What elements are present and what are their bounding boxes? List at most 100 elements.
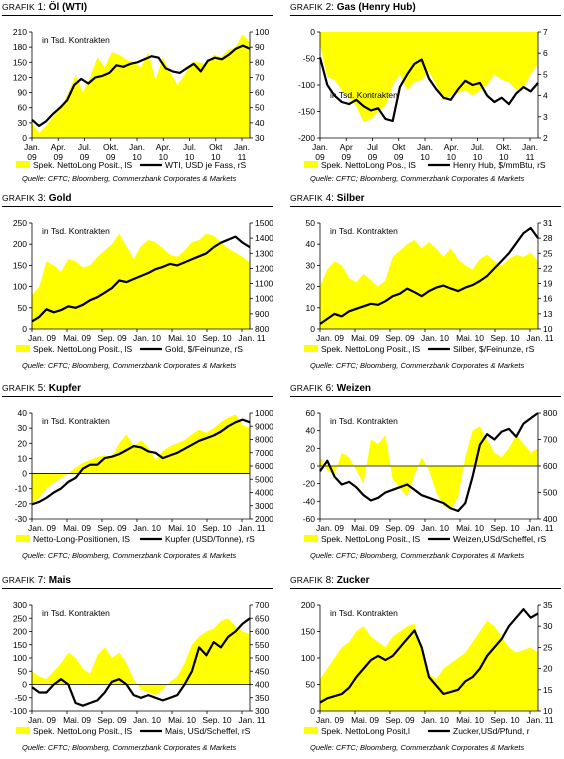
- chart-name: Kupfer: [48, 383, 81, 394]
- legend-area-label: Spek. NettoLong Pos., lS: [321, 160, 416, 170]
- units-label: in Tsd. Kontrakten: [330, 90, 398, 100]
- x-tick-label: Mai. 10: [168, 333, 196, 343]
- price-line: [319, 608, 539, 704]
- x-tick-label: Jan. 09: [316, 523, 344, 533]
- price-line: [318, 57, 539, 123]
- title-rule: [2, 15, 273, 16]
- left-tick-label: 50: [18, 303, 28, 313]
- x-tick-label: Mai. 10: [456, 333, 484, 343]
- right-tick-label: 90: [255, 42, 265, 52]
- right-tick-label: 9000: [255, 421, 273, 431]
- x-tick-label: 10: [447, 152, 457, 162]
- left-tick-label: 0: [22, 133, 27, 143]
- title-rule: [290, 15, 561, 16]
- right-tick-label: 7: [543, 27, 548, 37]
- source-note: Quelle: CFTC; Bloomberg, Commerzbank Cor…: [310, 551, 525, 560]
- left-tick-label: -30: [15, 514, 28, 524]
- chart-title-prefix: GRAFIK: [290, 575, 323, 585]
- chart-panel-1: GRAFIK 1: Öl (WTI) 0 30 60 90 120 150 180 210 30 4…: [2, 2, 273, 186]
- x-tick-label: Sep. 09: [97, 715, 127, 725]
- x-tick-label: Jan.: [522, 142, 538, 152]
- chart-name: Silber: [336, 193, 365, 204]
- x-tick-label: Sep. 10: [202, 333, 232, 343]
- net-long-area: [32, 233, 250, 329]
- net-long-area: [32, 618, 250, 696]
- left-tick-label: -40: [303, 496, 316, 506]
- right-tick-label: 25: [543, 248, 553, 258]
- x-tick-label: Sep. 10: [490, 523, 520, 533]
- legend-area-swatch: [304, 535, 318, 542]
- left-tick-label: 0: [310, 324, 315, 334]
- price-line: [319, 412, 539, 513]
- legend-line-label: Kupfer (USD/Tonne), rS: [165, 534, 255, 544]
- right-tick-label: 500: [255, 653, 269, 663]
- x-tick-label: Sep. 10: [202, 715, 232, 725]
- x-tick-label: 10: [499, 152, 509, 162]
- right-tick-label: 1400: [255, 233, 273, 243]
- title-rule: [2, 396, 273, 397]
- left-tick-label: 50: [306, 680, 316, 690]
- chart-number: 6:: [322, 383, 337, 394]
- source-note: Quelle: CFTC; Bloomberg, Commerzbank Cor…: [22, 551, 237, 560]
- right-tick-label: 100: [255, 27, 269, 37]
- chart-title: GRAFIK 3: Gold: [2, 193, 72, 204]
- left-tick-label: -20: [15, 499, 28, 509]
- x-tick-label: 09: [315, 152, 325, 162]
- right-tick-label: 19: [543, 279, 553, 289]
- left-tick-label: 40: [18, 408, 28, 418]
- chart-name: Öl (WTI): [48, 2, 88, 13]
- left-tick-label: 0: [310, 27, 315, 37]
- net-long-area: [320, 240, 538, 329]
- x-tick-label: Jan. 09: [28, 523, 56, 533]
- x-tick-label: Jan. 09: [316, 333, 344, 343]
- x-tick-label: 11: [526, 152, 535, 162]
- source-note: Quelle: CFTC; Bloomberg, Commerzbank Cor…: [310, 743, 525, 752]
- right-tick-label: 6000: [255, 461, 273, 471]
- x-tick-label: Jan.: [417, 142, 433, 152]
- left-tick-label: 200: [301, 600, 315, 610]
- x-tick-label: Mai. 09: [63, 333, 91, 343]
- x-tick-label: Jan. 11: [526, 523, 554, 533]
- chart-title: GRAFIK 6: Weizen: [290, 383, 371, 394]
- source-note: Quelle: CFTC; Bloomberg, Commerzbank Cor…: [310, 174, 525, 183]
- x-tick-label: Sep. 09: [97, 333, 127, 343]
- units-label: in Tsd. Kontrakten: [330, 226, 398, 236]
- left-tick-label: 90: [18, 88, 28, 98]
- price-line: [31, 617, 251, 707]
- chart-title-prefix: GRAFIK: [2, 2, 35, 12]
- x-tick-label: Mai. 09: [351, 333, 379, 343]
- right-tick-label: 20: [543, 664, 553, 674]
- x-tick-label: Jan. 11: [238, 333, 266, 343]
- right-tick-label: 600: [543, 461, 557, 471]
- legend-area-label: Spek. NettoLong Posit., lS: [33, 726, 133, 736]
- right-tick-label: 1500: [255, 218, 273, 228]
- legend-area-label: Spek. NettoLong Posit., lS: [33, 344, 133, 354]
- title-rule: [290, 588, 561, 589]
- legend-area-label: Spek. NettoLong Posit., lS: [33, 160, 133, 170]
- title-rule: [2, 588, 273, 589]
- right-tick-label: 10000: [255, 408, 273, 418]
- chart-svg: 0 10 20 30 40 50 10 13 16 19 22 25 28 31 Jan. 09 Mai. 0…: [304, 218, 554, 354]
- chart-name: Weizen: [336, 383, 372, 394]
- legend-line-label: Mais, USd/Scheffel, rS: [165, 726, 251, 736]
- x-tick-label: Jan.: [129, 142, 145, 152]
- legend-area-label: Spek. NettoLong Posit., lS: [321, 534, 421, 544]
- right-tick-label: 16: [543, 294, 553, 304]
- left-tick-label: 0: [22, 680, 27, 690]
- right-tick-label: 500: [543, 488, 557, 498]
- left-tick-label: 0: [22, 469, 27, 479]
- chart-svg: -200-150-100-500234567Jan.09Apr09Jul09Ok…: [298, 27, 548, 170]
- x-tick-label: 10: [420, 152, 430, 162]
- left-tick-label: 250: [13, 218, 27, 228]
- legend-line-label: Henry Hub, $/mmBtu, rS: [453, 160, 546, 170]
- x-tick-label: Jul.: [183, 142, 196, 152]
- right-tick-label: 2000: [255, 514, 273, 524]
- units-label: in Tsd. Kontrakten: [42, 226, 110, 236]
- left-tick-label: -50: [303, 54, 316, 64]
- right-tick-label: 8000: [255, 435, 273, 445]
- x-tick-label: Jan. 10: [133, 333, 161, 343]
- legend-area-label: Netto-Long-Positionen, lS: [33, 534, 130, 544]
- chart-svg: -100 -50 0 50 100 150 200 250 300 300 350 400 450 500…: [10, 600, 269, 736]
- right-tick-label: 300: [255, 706, 269, 716]
- chart-number: 4:: [322, 193, 337, 204]
